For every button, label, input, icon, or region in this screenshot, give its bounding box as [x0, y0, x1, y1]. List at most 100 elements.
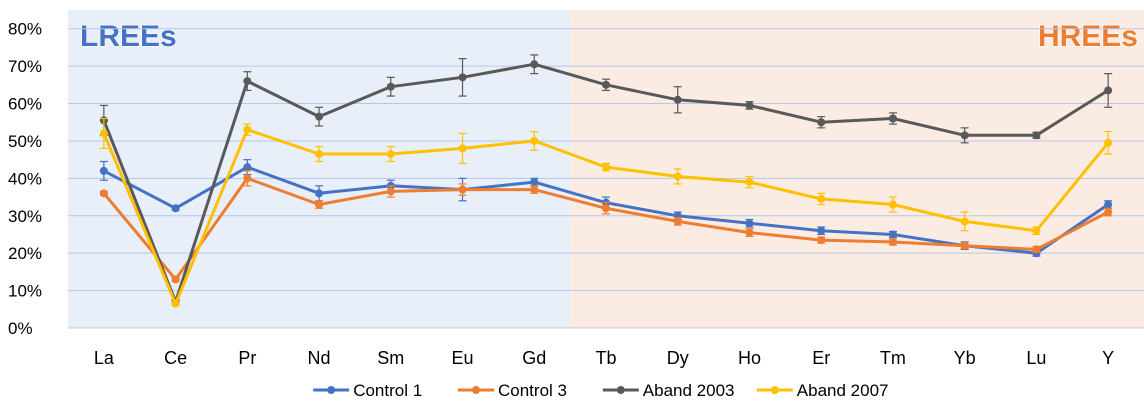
y-axis: 0% 10% 20% 30% 40% 50% 60% 70% 80% [8, 20, 42, 338]
data-point [817, 194, 826, 203]
x-tick-label: Tm [880, 348, 906, 368]
data-point [530, 60, 539, 69]
data-point [888, 230, 897, 239]
legend-marker [616, 386, 625, 394]
series-layer [99, 54, 1113, 308]
x-tick-label: Dy [667, 348, 689, 368]
x-tick-label: Pr [238, 348, 256, 368]
data-point [673, 217, 682, 226]
data-point [315, 150, 324, 159]
legend-label: Control 1 [353, 381, 422, 400]
legend-marker [472, 386, 480, 394]
data-point [171, 299, 180, 308]
y-tick-label: 80% [8, 20, 42, 39]
x-tick-label: Ce [164, 348, 187, 368]
region-lrees [68, 10, 571, 328]
data-point [315, 112, 324, 121]
data-point [458, 73, 467, 82]
data-point [243, 174, 252, 183]
series-control-3 [99, 170, 1113, 284]
data-point [1104, 86, 1113, 95]
data-point [386, 187, 395, 196]
region-label-lrees: LREEs [80, 20, 177, 53]
data-point [1104, 138, 1113, 147]
x-tick-label: Gd [522, 348, 546, 368]
data-point [602, 204, 610, 213]
y-tick-label: 40% [8, 169, 42, 188]
legend: Control 1 Control 3 Aband 2003 Aband 2007 [313, 381, 889, 400]
data-point [817, 236, 826, 245]
data-point [243, 163, 252, 172]
data-point [530, 136, 539, 145]
data-point [386, 150, 395, 159]
data-point [458, 185, 467, 194]
x-tick-label: Sm [377, 348, 404, 368]
x-tick-label: Y [1102, 348, 1114, 368]
x-tick-label: Yb [954, 348, 976, 368]
y-tick-label: 70% [8, 57, 42, 76]
data-point [386, 82, 395, 91]
x-axis: La Ce Pr Nd Sm Eu Gd Tb Dy Ho Er Tm Yb Lu Y [94, 348, 1114, 368]
data-point [888, 114, 897, 123]
legend-item-aband-2003: Aband 2003 [602, 381, 735, 400]
data-point [673, 95, 682, 104]
data-point [171, 275, 180, 284]
data-point [1104, 200, 1113, 209]
x-tick-label: Eu [452, 348, 474, 368]
x-tick-label: Ho [738, 348, 761, 368]
data-point [315, 200, 324, 209]
x-tick-label: Er [812, 348, 830, 368]
x-tick-label: Tb [595, 348, 616, 368]
data-point [530, 185, 539, 194]
y-tick-label: 60% [8, 95, 42, 114]
y-tick-label: 20% [8, 244, 42, 263]
legend-item-aband-2007: Aband 2007 [756, 381, 889, 400]
data-point [960, 241, 969, 250]
x-tick-label: Nd [308, 348, 331, 368]
data-point [745, 101, 754, 110]
legend-marker [327, 386, 336, 394]
legend-marker [770, 386, 779, 394]
legend-item-control-3: Control 3 [458, 381, 567, 400]
data-point [745, 219, 754, 228]
region-label-hrees: HREEs [1038, 20, 1138, 53]
data-point [99, 166, 108, 175]
data-point [602, 163, 610, 172]
legend-item-control-1: Control 1 [313, 381, 422, 400]
x-tick-label: La [94, 348, 115, 368]
data-point [960, 217, 969, 226]
y-tick-label: 10% [8, 282, 42, 301]
y-tick-label: 50% [8, 132, 42, 151]
data-point [243, 125, 252, 134]
data-point [171, 204, 180, 213]
data-point [1032, 226, 1041, 235]
data-point [99, 189, 108, 198]
region-hrees [570, 10, 1144, 328]
data-point [315, 189, 324, 198]
y-tick-label: 0% [8, 319, 33, 338]
data-point [673, 172, 682, 181]
data-point [1032, 131, 1041, 140]
data-point [817, 118, 826, 127]
data-point [458, 144, 467, 153]
data-point [602, 80, 610, 89]
y-tick-label: 30% [8, 207, 42, 226]
legend-label: Aband 2007 [797, 381, 889, 400]
data-point [1032, 245, 1041, 254]
legend-label: Aband 2003 [643, 381, 735, 400]
data-point [530, 178, 539, 187]
legend-label: Control 3 [498, 381, 567, 400]
regions-layer: LREEs HREEs [68, 10, 1144, 328]
data-point [745, 178, 754, 187]
series-aband-2007 [99, 117, 1113, 308]
data-point [888, 237, 897, 246]
x-tick-label: Lu [1026, 348, 1046, 368]
data-point [817, 226, 826, 235]
data-point [745, 228, 754, 237]
data-point [960, 131, 969, 140]
data-point [99, 129, 108, 138]
data-point [1104, 208, 1113, 217]
data-point [888, 200, 897, 209]
data-point [243, 77, 252, 86]
